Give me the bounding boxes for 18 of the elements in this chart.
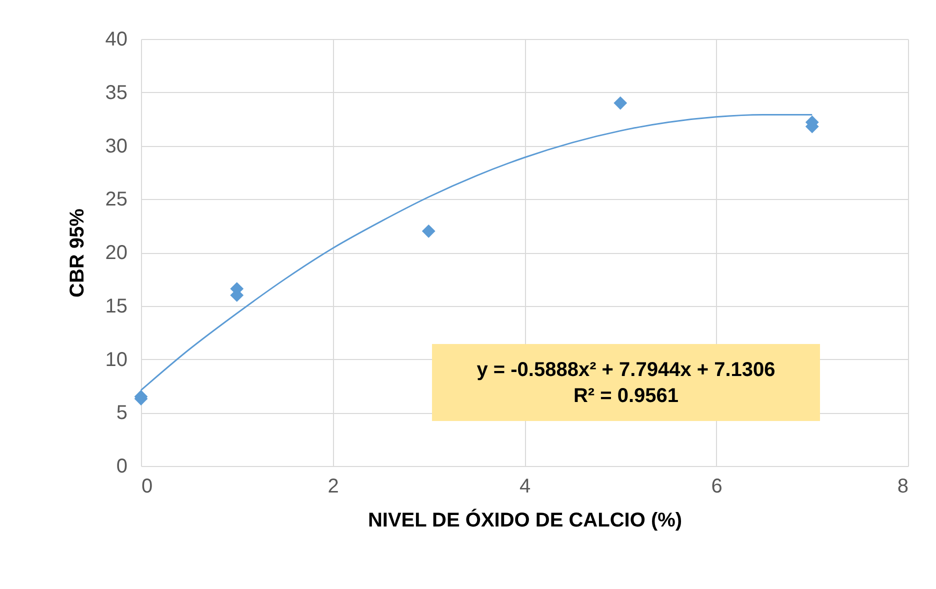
x-tick-label: 4 [519, 476, 531, 498]
y-tick-label: 30 [105, 135, 128, 158]
x-tick-label: 8 [897, 476, 908, 498]
x-tick-label: 0 [142, 476, 153, 498]
y-tick-label: 25 [105, 188, 128, 211]
annotation: y = -0.5888x² + 7.7944x + 7.1306 [476, 358, 776, 382]
y-tick-label: 0 [116, 456, 128, 478]
y-tick-label: 10 [105, 348, 128, 371]
y-tick-label: 20 [105, 242, 128, 264]
x-tick-label: 2 [328, 476, 339, 498]
y-axis-title: CBR 95% [66, 208, 88, 298]
y-tick-label: 5 [116, 402, 128, 424]
y-tick-label: 40 [105, 28, 128, 50]
y-tick-label: 15 [105, 295, 128, 318]
x-tick-label: 6 [711, 476, 722, 498]
y-tick-label: 35 [105, 82, 128, 104]
x-axis-title: NIVEL DE ÓXIDO DE CALCIO (%) [368, 508, 682, 532]
annotation: R² = 0.9561 [572, 384, 680, 408]
